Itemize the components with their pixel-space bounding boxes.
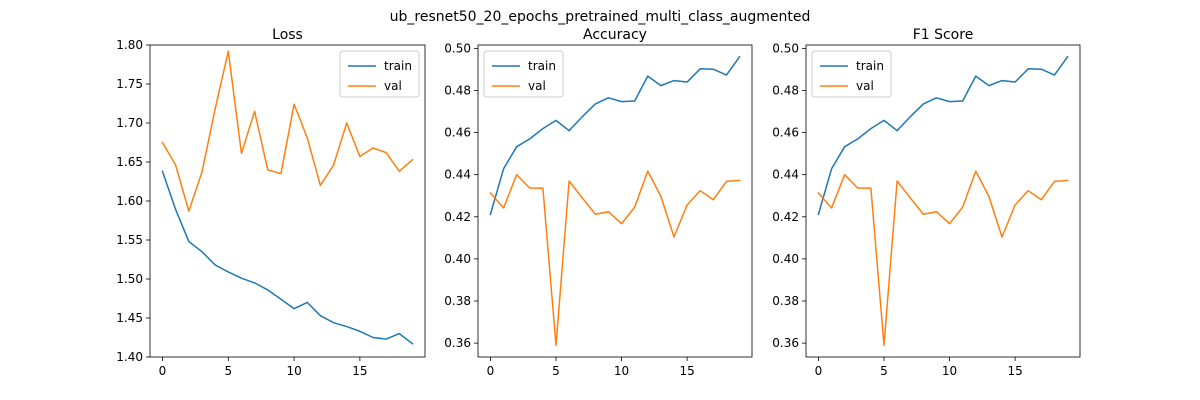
accuracy-y-tick-label: 0.36 bbox=[444, 336, 471, 350]
f1-score-y-tick-label: 0.44 bbox=[772, 168, 799, 182]
accuracy-y-tick-label: 0.40 bbox=[444, 252, 471, 266]
loss-y-tick-label: 1.80 bbox=[116, 38, 143, 52]
accuracy-y-tick-label: 0.46 bbox=[444, 126, 471, 140]
accuracy-legend-label-train: train bbox=[528, 59, 556, 73]
f1-score-legend-label-val: val bbox=[856, 79, 874, 93]
loss-legend-label-val: val bbox=[384, 79, 402, 93]
loss-subplot: Loss 0 5 10 15 1.40 1.45 1.50 1.55 1.60 1.65 1.70 1.… bbox=[116, 27, 426, 378]
accuracy-y-tick-label: 0.38 bbox=[444, 294, 471, 308]
accuracy-series-val bbox=[489, 170, 741, 346]
accuracy-series-train bbox=[489, 55, 741, 216]
f1-score-subplot: F1 Score 0 5 10 15 0.36 0.38 0.40 0.42 0.44 0.46 0.… bbox=[772, 27, 1081, 378]
f1-score-x-tick-label: 0 bbox=[815, 364, 823, 378]
accuracy-x-tick-label: 15 bbox=[679, 364, 694, 378]
f1-score-legend: train val bbox=[811, 50, 892, 98]
accuracy-x-tick-label: 10 bbox=[614, 364, 629, 378]
loss-y-tick-label: 1.60 bbox=[116, 194, 143, 208]
loss-title: Loss bbox=[272, 27, 303, 43]
loss-y-tick-label: 1.65 bbox=[116, 155, 143, 169]
accuracy-x-tick-label: 5 bbox=[552, 364, 560, 378]
f1-score-x-tick-label: 5 bbox=[880, 364, 888, 378]
f1-score-y-tick-label: 0.48 bbox=[772, 83, 799, 97]
loss-y-tick-label: 1.45 bbox=[116, 311, 143, 325]
accuracy-legend: train val bbox=[483, 50, 564, 98]
accuracy-y-tick-label: 0.42 bbox=[444, 210, 471, 224]
loss-x-tick-label: 15 bbox=[352, 364, 367, 378]
loss-y-tick-label: 1.40 bbox=[116, 350, 143, 364]
f1-score-axes-frame bbox=[805, 44, 1081, 358]
figure-title: ub_resnet50_20_epochs_pretrained_multi_c… bbox=[390, 9, 811, 25]
accuracy-subplot: Accuracy 0 5 10 15 0.36 0.38 0.40 0.42 0.44 0.46 0.… bbox=[444, 27, 753, 378]
accuracy-legend-label-val: val bbox=[528, 79, 546, 93]
f1-score-x-tick-label: 15 bbox=[1007, 364, 1022, 378]
f1-score-title: F1 Score bbox=[913, 27, 974, 43]
loss-x-tick-label: 0 bbox=[159, 364, 167, 378]
accuracy-x-tick-label: 0 bbox=[487, 364, 495, 378]
loss-y-tick-label: 1.55 bbox=[116, 233, 143, 247]
f1-score-y-tick-label: 0.40 bbox=[772, 252, 799, 266]
f1-score-y-tick-label: 0.36 bbox=[772, 336, 799, 350]
f1-score-legend-label-train: train bbox=[856, 59, 884, 73]
loss-x-tick-label: 5 bbox=[224, 364, 232, 378]
accuracy-y-tick-label: 0.44 bbox=[444, 168, 471, 182]
loss-series-val bbox=[161, 50, 414, 212]
f1-score-legend-box bbox=[811, 50, 892, 98]
f1-score-y-tick-label: 0.38 bbox=[772, 294, 799, 308]
accuracy-y-tick-label: 0.50 bbox=[444, 41, 471, 55]
accuracy-title: Accuracy bbox=[583, 27, 647, 43]
loss-legend-box bbox=[339, 50, 420, 98]
f1-score-y-tick-label: 0.46 bbox=[772, 126, 799, 140]
f1-score-series-train bbox=[817, 55, 1069, 216]
loss-axes-frame bbox=[149, 44, 426, 358]
loss-y-tick-label: 1.50 bbox=[116, 272, 143, 286]
f1-score-y-tick-label: 0.50 bbox=[772, 41, 799, 55]
loss-legend: train val bbox=[339, 50, 420, 98]
loss-y-tick-label: 1.75 bbox=[116, 77, 143, 91]
f1-score-x-tick-label: 10 bbox=[942, 364, 957, 378]
f1-score-y-tick-label: 0.42 bbox=[772, 210, 799, 224]
loss-y-tick-label: 1.70 bbox=[116, 116, 143, 130]
accuracy-y-tick-label: 0.48 bbox=[444, 83, 471, 97]
accuracy-axes-frame bbox=[477, 44, 753, 358]
accuracy-legend-box bbox=[483, 50, 564, 98]
loss-series-train bbox=[161, 170, 414, 345]
loss-x-tick-label: 10 bbox=[286, 364, 301, 378]
loss-legend-label-train: train bbox=[384, 59, 412, 73]
f1-score-series-val bbox=[817, 170, 1069, 346]
